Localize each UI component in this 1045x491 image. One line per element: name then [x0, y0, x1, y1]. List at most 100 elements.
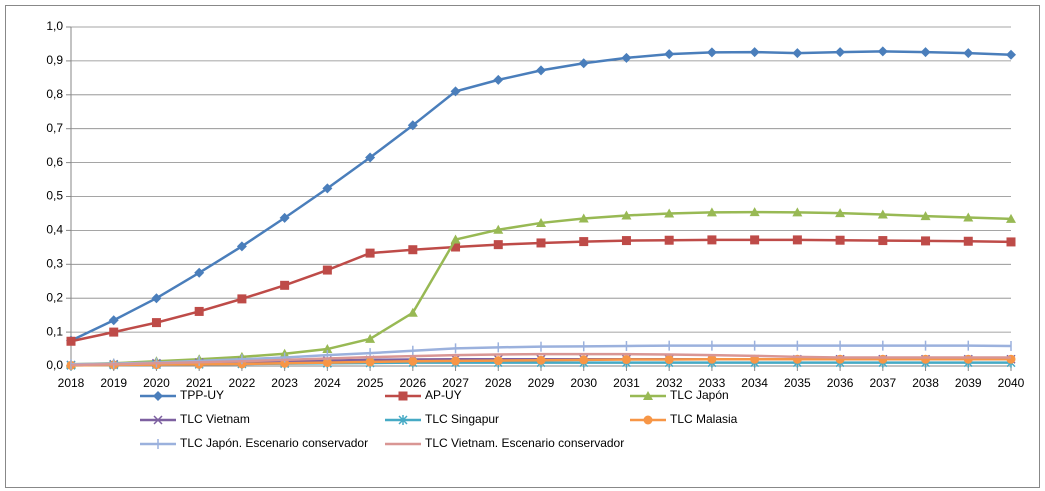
y-tick-label: 0,0	[46, 358, 63, 372]
marker	[109, 327, 119, 337]
marker	[407, 307, 418, 317]
marker	[750, 235, 760, 245]
marker	[322, 344, 333, 354]
legend-label: TLC Malasia	[670, 412, 738, 426]
legend-label: TPP-UY	[180, 388, 224, 402]
marker	[450, 86, 461, 97]
marker	[153, 415, 163, 425]
legend-label: TLC Vietnam	[180, 412, 250, 426]
x-tick-label: 2035	[784, 376, 811, 390]
marker	[643, 391, 653, 400]
marker	[963, 354, 973, 364]
marker	[451, 356, 461, 366]
marker	[792, 235, 802, 245]
marker	[621, 52, 632, 63]
marker	[835, 208, 846, 218]
marker	[963, 48, 974, 59]
marker	[792, 207, 803, 217]
marker	[153, 391, 163, 401]
marker	[108, 315, 119, 326]
marker	[707, 235, 717, 245]
x-tick-label: 2037	[869, 376, 896, 390]
marker	[151, 318, 161, 328]
x-tick-label: 2020	[143, 376, 170, 390]
x-tick-label: 2019	[100, 376, 127, 390]
x-tick-label: 2036	[827, 376, 854, 390]
marker	[407, 120, 418, 131]
marker	[365, 248, 375, 258]
x-tick-label: 2028	[485, 376, 512, 390]
marker	[1006, 354, 1016, 364]
marker	[280, 280, 290, 290]
marker	[579, 237, 589, 247]
marker	[921, 236, 931, 246]
legend-label: TLC Japón	[670, 388, 729, 402]
x-tick-label: 2039	[955, 376, 982, 390]
x-tick-label: 2032	[656, 376, 683, 390]
legend-label: TLC Singapur	[425, 412, 499, 426]
marker	[365, 333, 376, 343]
marker	[664, 49, 675, 60]
marker	[194, 306, 204, 316]
marker	[1006, 213, 1016, 223]
legend-label: TLC Japón. Escenario conservador	[180, 436, 368, 450]
x-tick-label: 2025	[357, 376, 384, 390]
marker	[963, 236, 973, 246]
x-tick-label: 2026	[399, 376, 426, 390]
marker	[878, 236, 888, 246]
marker	[621, 236, 631, 246]
marker	[578, 58, 589, 69]
marker	[536, 355, 546, 365]
marker	[398, 415, 408, 425]
marker	[451, 242, 461, 252]
marker	[408, 356, 418, 366]
x-tick-label: 2033	[699, 376, 726, 390]
marker	[920, 211, 931, 221]
marker	[706, 207, 717, 217]
x-tick-label: 2023	[271, 376, 298, 390]
marker	[963, 212, 974, 222]
marker	[706, 47, 717, 58]
marker	[493, 224, 504, 234]
marker	[579, 355, 589, 365]
marker	[664, 235, 674, 245]
y-tick-label: 0,5	[46, 189, 63, 203]
y-tick-label: 0,7	[46, 121, 63, 135]
marker	[536, 238, 546, 248]
marker	[236, 241, 247, 252]
marker	[835, 354, 845, 364]
marker	[493, 74, 504, 85]
marker	[878, 354, 888, 364]
marker	[643, 415, 653, 425]
marker	[237, 294, 247, 304]
marker	[921, 354, 931, 364]
x-tick-label: 2021	[186, 376, 213, 390]
marker	[322, 358, 332, 368]
marker	[194, 267, 205, 278]
y-tick-label: 0,2	[46, 290, 63, 304]
marker	[835, 47, 846, 58]
marker	[322, 183, 333, 194]
marker	[493, 240, 503, 250]
marker	[877, 46, 888, 57]
marker	[792, 48, 803, 59]
marker	[365, 152, 376, 163]
marker	[877, 209, 888, 219]
y-tick-label: 0,3	[46, 256, 63, 270]
y-tick-label: 0,1	[46, 324, 63, 338]
marker	[365, 357, 375, 367]
x-tick-label: 2027	[442, 376, 469, 390]
marker	[749, 47, 760, 58]
marker	[493, 356, 503, 366]
marker	[151, 293, 162, 304]
marker	[707, 354, 717, 364]
marker	[1006, 49, 1016, 60]
x-tick-label: 2031	[613, 376, 640, 390]
x-tick-label: 2040	[998, 376, 1025, 390]
y-tick-label: 0,4	[46, 223, 63, 237]
y-tick-label: 0,8	[46, 87, 63, 101]
x-tick-label: 2029	[528, 376, 555, 390]
chart-frame	[5, 5, 1040, 488]
marker	[621, 355, 631, 365]
